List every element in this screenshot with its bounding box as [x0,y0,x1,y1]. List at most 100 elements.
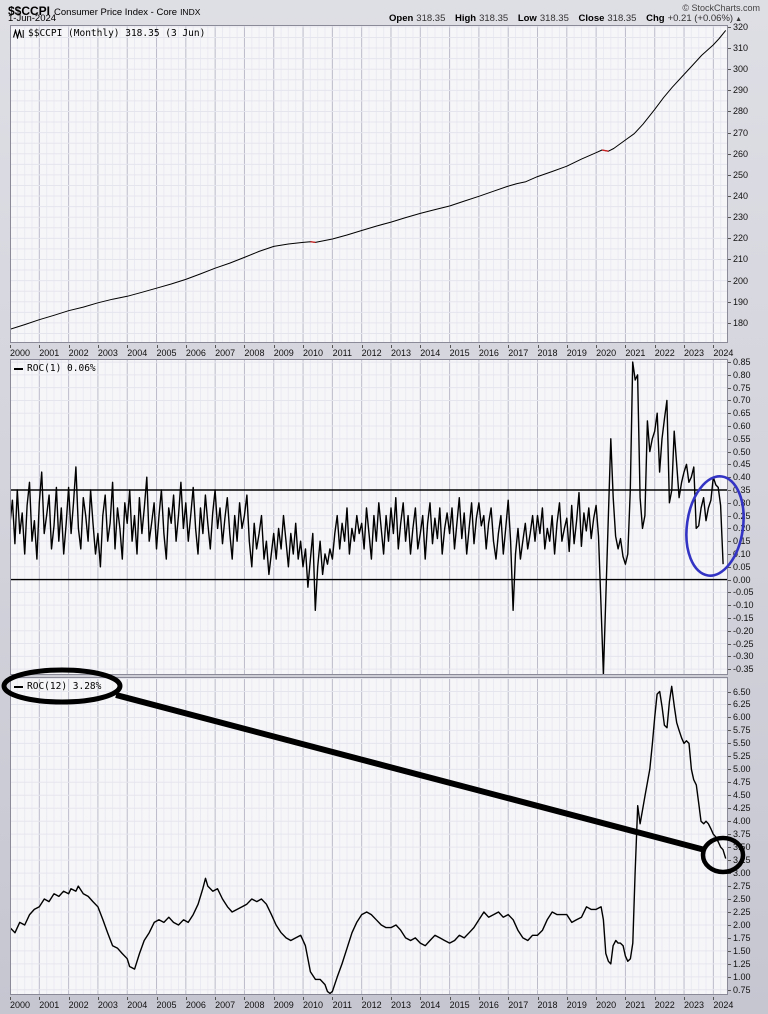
roc1-legend-text: ROC(1) 0.06% [27,363,96,374]
y-axis-label: 0.70 [733,395,751,406]
x-axis-year-label: 2023 [684,1000,705,1010]
y-axis-label: 0.30 [733,497,751,508]
y-axis-tick [728,174,731,176]
y-axis-tick [728,743,731,745]
roc12-panel [10,677,728,995]
y-axis-label: 0.35 [733,485,751,495]
x-axis-year-label: 2001 [39,1000,60,1010]
y-axis-tick [728,756,731,758]
symbol-ticker: $$CCPI [8,4,51,18]
x-axis-tick [478,345,480,348]
x-axis-tick [596,997,598,1000]
x-axis-tick [508,345,510,348]
y-axis-label: 0.60 [733,421,751,432]
x-axis-tick [127,997,129,1000]
y-axis-tick [728,886,731,888]
x-axis-year-label: 2013 [390,348,411,358]
x-axis-year-label: 2015 [449,1000,470,1010]
y-axis-label: 5.25 [733,751,751,762]
x-axis-year-label: 2024 [713,1000,734,1010]
open-label: Open [389,13,414,24]
y-axis-tick [728,691,731,693]
x-axis-year-label: 2021 [625,348,646,358]
y-axis-label: 0.50 [733,446,751,457]
low-value: 318.35 [539,13,569,24]
x-axis-year-label: 2018 [537,348,558,358]
y-axis-tick [728,69,731,71]
y-axis-label: 0.00 [733,574,751,585]
x-axis-tick [566,997,568,1000]
x-axis-year-label: 2008 [244,1000,265,1010]
y-axis-label: -0.20 [733,625,754,636]
y-axis-tick [728,438,731,440]
y-axis-tick [728,490,731,491]
y-axis-tick [728,464,731,466]
y-axis-tick [728,400,731,402]
y-axis-label: 1.75 [733,932,751,943]
y-axis-label: 230 [733,212,749,223]
roc1-panel [10,359,728,675]
y-axis-label: -0.25 [733,638,754,649]
y-axis-tick [728,90,731,92]
y-axis-label: 1.25 [733,958,751,969]
main-price-panel [10,25,728,343]
x-axis-tick [654,997,656,1000]
y-axis-tick [728,553,731,555]
main-chart-legend-text: $$CCPI (Monthly) 318.35 (3 Jun) [28,28,206,39]
y-axis-label: 240 [733,191,749,202]
x-axis-year-label: 2003 [97,1000,118,1010]
y-axis-tick [728,937,731,939]
quote-row: 1-Jun-2024 Open 318.35 High 318.35 Low 318.… [8,13,742,25]
y-axis-label: 0.15 [733,536,751,547]
y-axis-label: 250 [733,169,749,180]
y-axis-tick [728,502,731,504]
y-axis-label: 260 [733,148,749,159]
y-axis-label: 190 [733,296,749,307]
x-axis-tick [185,997,187,1000]
x-axis-year-label: 2004 [127,1000,148,1010]
y-axis-tick [728,579,731,581]
y-axis-tick [728,899,731,901]
y-axis-tick [728,630,731,632]
chart-type-icon [13,28,24,39]
y-axis-tick [728,301,731,303]
x-axis-year-label: 2004 [127,348,148,358]
y-axis-label: 2.50 [733,894,751,905]
y-axis-tick [728,730,731,732]
x-axis-year-label: 2011 [332,1000,353,1010]
x-axis-year-label: 2002 [68,1000,89,1010]
y-axis-label: 4.25 [733,803,751,814]
x-axis-tick [39,345,41,348]
y-axis-label: 6.25 [733,699,751,710]
y-axis-tick [728,132,731,134]
y-axis-label: 3.75 [733,829,751,840]
x-axis-year-label: 2017 [508,1000,529,1010]
x-axis-tick [420,345,422,348]
x-axis-year-label: 2017 [508,348,529,358]
y-axis-label: 280 [733,106,749,117]
y-axis-tick [728,656,731,658]
y-axis-tick [728,413,731,415]
y-axis-label: 0.40 [733,472,751,483]
x-axis-tick [390,997,392,1000]
y-axis-label: -0.15 [733,612,754,623]
y-axis-tick [728,541,731,543]
y-axis-tick [728,515,731,517]
y-axis-label: 5.75 [733,725,751,736]
y-axis-tick [728,477,731,479]
y-axis-label: 310 [733,43,749,54]
y-axis-label: 2.25 [733,906,751,917]
x-axis-year-label: 2002 [68,348,89,358]
x-axis-year-label: 2006 [185,1000,206,1010]
y-axis-tick [728,111,731,113]
y-axis-tick [728,924,731,926]
x-axis-year-label: 2005 [156,348,177,358]
y-axis-tick [728,362,731,364]
x-axis-year-label: 2018 [537,1000,558,1010]
x-axis-year-label: 2006 [185,348,206,358]
roc12-legend: ROC(12) 3.28% [14,681,101,692]
x-axis-year-label: 2007 [215,1000,236,1010]
x-axis-year-label: 2005 [156,1000,177,1010]
x-axis-tick [97,997,99,1000]
